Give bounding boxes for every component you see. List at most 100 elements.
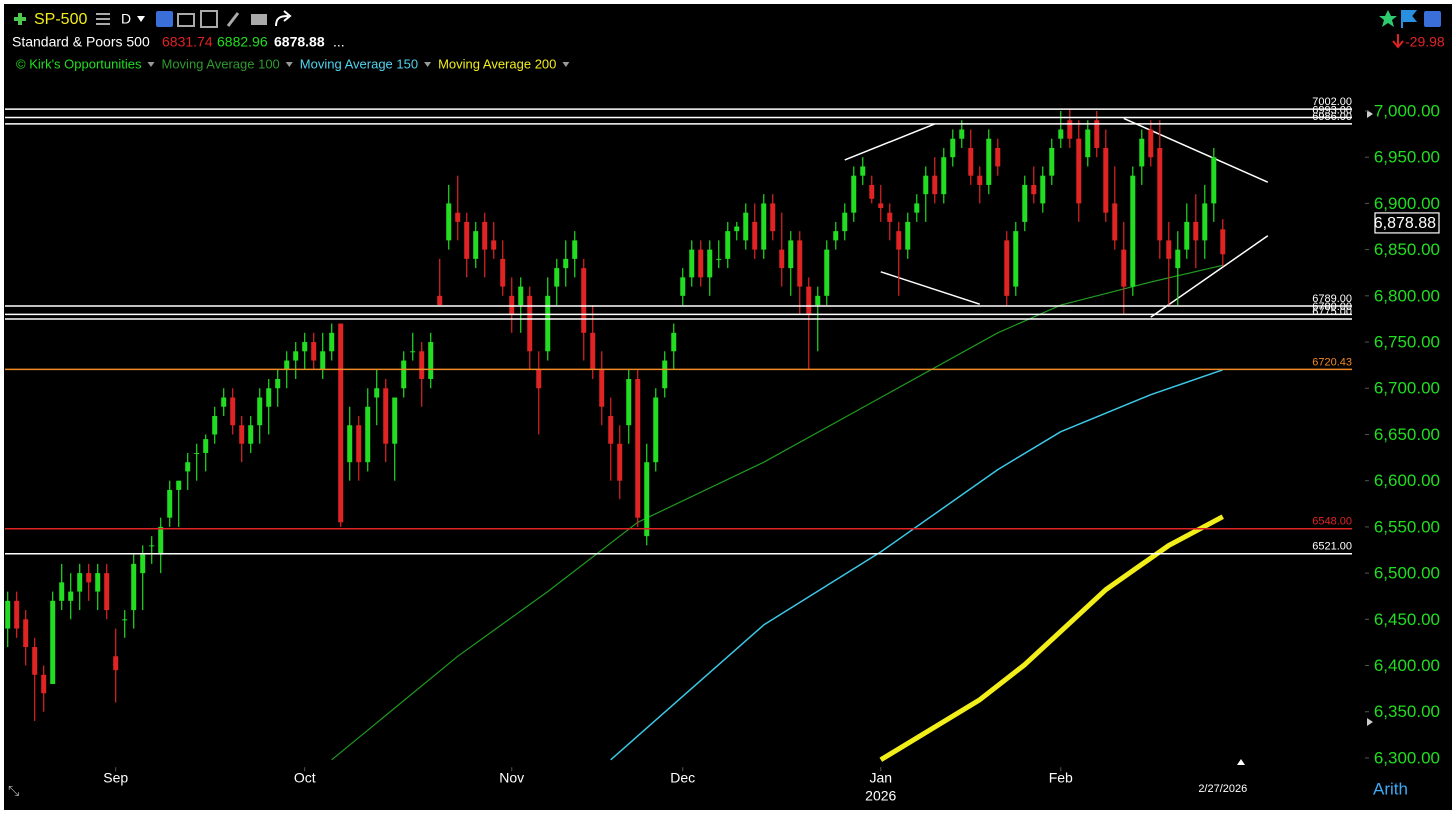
- candle-body: [1202, 203, 1208, 241]
- candle-body: [1220, 229, 1226, 255]
- horizontal-line-label: 6775.00: [1312, 306, 1352, 318]
- candle-body: [68, 591, 74, 601]
- candle-body: [608, 415, 614, 444]
- candle-body: [446, 203, 452, 241]
- calc-icon[interactable]: [200, 10, 218, 28]
- candle-body: [1166, 240, 1172, 259]
- candle-body: [1121, 249, 1127, 287]
- y-tick-label: 6,700.00: [1374, 379, 1440, 398]
- quote-more[interactable]: ...: [333, 34, 345, 50]
- candle-body: [752, 221, 758, 250]
- candle-body: [491, 240, 497, 250]
- candle-body: [977, 175, 983, 185]
- candle-body: [572, 240, 578, 259]
- candle-body: [968, 147, 974, 176]
- candle-body: [1157, 147, 1163, 241]
- y-tick-label: 6,450.00: [1374, 610, 1440, 629]
- candle-body: [203, 439, 209, 453]
- candle-body: [347, 425, 353, 463]
- quote-close: 6878.88: [274, 34, 325, 50]
- candle-body: [914, 203, 920, 213]
- candle-body: [779, 249, 785, 269]
- candle-body: [365, 406, 371, 463]
- candle-body: [1193, 221, 1199, 241]
- candle-body: [581, 268, 587, 333]
- legend-entry[interactable]: Moving Average 100: [162, 56, 280, 71]
- candle-body: [689, 249, 695, 278]
- horizontal-line-label: 6521.00: [1312, 541, 1352, 553]
- candle-body: [842, 212, 848, 232]
- candle-body: [266, 388, 272, 407]
- candle-body: [1211, 157, 1217, 204]
- candle-body: [743, 212, 749, 241]
- y-tick-label: 6,350.00: [1374, 702, 1440, 721]
- expand-icon[interactable]: ⤡: [8, 783, 19, 799]
- candle-body: [41, 674, 47, 694]
- y-tick-label: 6,550.00: [1374, 517, 1440, 536]
- candle-body: [1004, 240, 1010, 296]
- x-tick-label: Oct: [294, 770, 316, 786]
- star-icon[interactable]: [1379, 10, 1397, 27]
- candle-body: [455, 212, 461, 222]
- candle-body: [221, 397, 227, 407]
- flag-icon[interactable]: [1401, 10, 1418, 28]
- candle-body: [518, 286, 524, 306]
- tv-icon[interactable]: [156, 11, 173, 27]
- legend-entry[interactable]: Moving Average 200: [438, 56, 556, 71]
- x-tick-label: Nov: [499, 770, 524, 786]
- interval-dropdown[interactable]: [137, 16, 145, 22]
- candle-body: [104, 573, 110, 611]
- candle-body: [14, 600, 20, 629]
- scroll-marker: [1237, 759, 1245, 765]
- pen-icon[interactable]: [226, 12, 240, 27]
- candle-body: [392, 397, 398, 444]
- candle-body: [1049, 147, 1055, 176]
- candle-body: [995, 147, 1001, 167]
- candle-body: [500, 258, 506, 287]
- candle-body: [1103, 147, 1109, 213]
- change: -29.98: [1405, 34, 1445, 50]
- trendline: [880, 271, 981, 305]
- last-price-box: [1374, 212, 1440, 234]
- symbol[interactable]: SP-500: [34, 11, 87, 28]
- last-price-label: 6,878.88: [1374, 215, 1436, 232]
- bars-icon[interactable]: [177, 13, 195, 27]
- candle-body: [32, 647, 38, 675]
- candle-body: [176, 480, 182, 490]
- candle-body: [59, 582, 65, 601]
- candle-body: [167, 489, 173, 518]
- legend-dropdown: [424, 62, 432, 67]
- s-icon[interactable]: [1424, 11, 1441, 27]
- candle-body: [1076, 138, 1082, 204]
- candle-body: [419, 351, 425, 380]
- x-tick-label: Feb: [1049, 770, 1073, 786]
- candle-body: [1031, 184, 1037, 195]
- candle-body: [1175, 249, 1181, 269]
- scale-label[interactable]: Arith: [1373, 779, 1408, 798]
- candle-body: [797, 240, 803, 287]
- moving-average-line: [331, 264, 1223, 761]
- share-icon[interactable]: [275, 10, 292, 27]
- list-icon[interactable]: [96, 13, 110, 25]
- candle-body: [599, 369, 605, 407]
- legend-entry[interactable]: Moving Average 150: [300, 56, 418, 71]
- candle-body: [257, 397, 263, 426]
- candle-body: [869, 184, 875, 199]
- candle-body: [554, 268, 560, 287]
- add-icon[interactable]: [14, 13, 26, 25]
- y-tick-label: 6,950.00: [1374, 148, 1440, 167]
- candle-body: [932, 175, 938, 195]
- horizontal-line-label: 6789.00: [1312, 293, 1352, 305]
- folder-icon[interactable]: [251, 14, 267, 25]
- legend-entry[interactable]: © Kirk's Opportunities: [16, 56, 142, 71]
- candle-body: [239, 425, 245, 444]
- horizontal-line-label: 6993.00: [1312, 104, 1352, 116]
- candle-body: [374, 388, 380, 398]
- candle-body: [1148, 129, 1154, 158]
- candle-body: [923, 175, 929, 195]
- candle-body: [1022, 184, 1028, 222]
- interval[interactable]: D: [121, 11, 131, 27]
- candle-body: [212, 415, 218, 435]
- candle-body: [716, 258, 722, 260]
